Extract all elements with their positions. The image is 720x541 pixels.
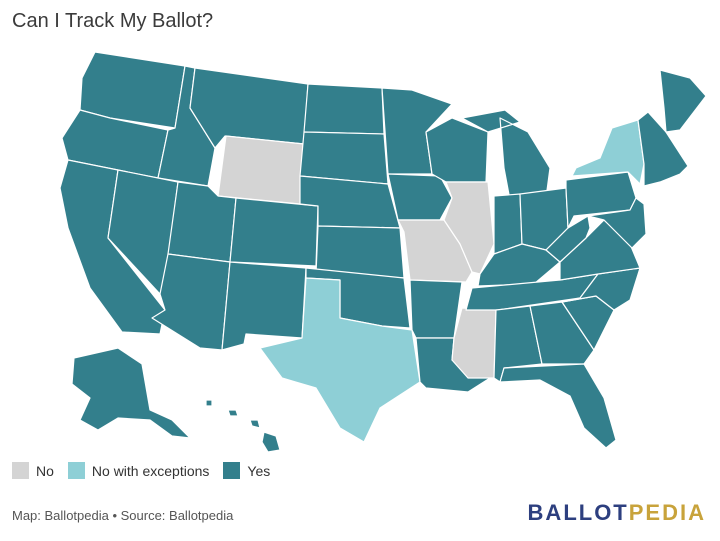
state-HI[interactable]	[205, 399, 281, 453]
state-PA[interactable]	[565, 171, 637, 229]
state-AR[interactable]	[409, 279, 463, 339]
ballotpedia-logo[interactable]: BALLOTPEDIA	[528, 500, 706, 526]
logo-part-1: BALLOT	[527, 500, 629, 525]
state-MT[interactable]	[189, 67, 309, 149]
state-CO[interactable]	[229, 197, 319, 267]
legend-label-exceptions: No with exceptions	[91, 462, 210, 479]
logo-part-2: PEDIA	[628, 500, 706, 525]
map-legend: No No with exceptions Yes	[12, 462, 270, 479]
state-ME[interactable]	[659, 69, 707, 133]
legend-item-yes: Yes	[223, 462, 270, 479]
state-TX[interactable]	[259, 277, 421, 443]
us-map	[59, 51, 707, 453]
legend-swatch-exceptions	[67, 462, 85, 479]
state-SD[interactable]	[299, 131, 389, 185]
state-FL[interactable]	[499, 363, 617, 449]
source-footer: Map: Ballotpedia • Source: Ballotpedia	[12, 508, 234, 523]
legend-item-exceptions: No with exceptions	[67, 462, 210, 479]
state-AK[interactable]	[71, 347, 191, 439]
legend-label-yes: Yes	[247, 462, 271, 479]
state-IL[interactable]	[443, 181, 495, 275]
legend-label-no: No	[36, 462, 54, 479]
legend-item-no: No	[12, 462, 54, 479]
legend-swatch-yes	[223, 462, 241, 479]
map-title: Can I Track My Ballot?	[12, 10, 214, 32]
state-WY[interactable]	[217, 135, 305, 205]
state-ND[interactable]	[303, 83, 385, 135]
state-GA[interactable]	[529, 301, 595, 365]
legend-swatch-no	[12, 462, 29, 479]
state-MS[interactable]	[451, 307, 497, 379]
state-New-England[interactable]	[637, 111, 689, 187]
state-NJ-MD-DE[interactable]	[587, 197, 647, 249]
state-IA[interactable]	[387, 173, 453, 221]
state-NM[interactable]	[221, 261, 307, 351]
